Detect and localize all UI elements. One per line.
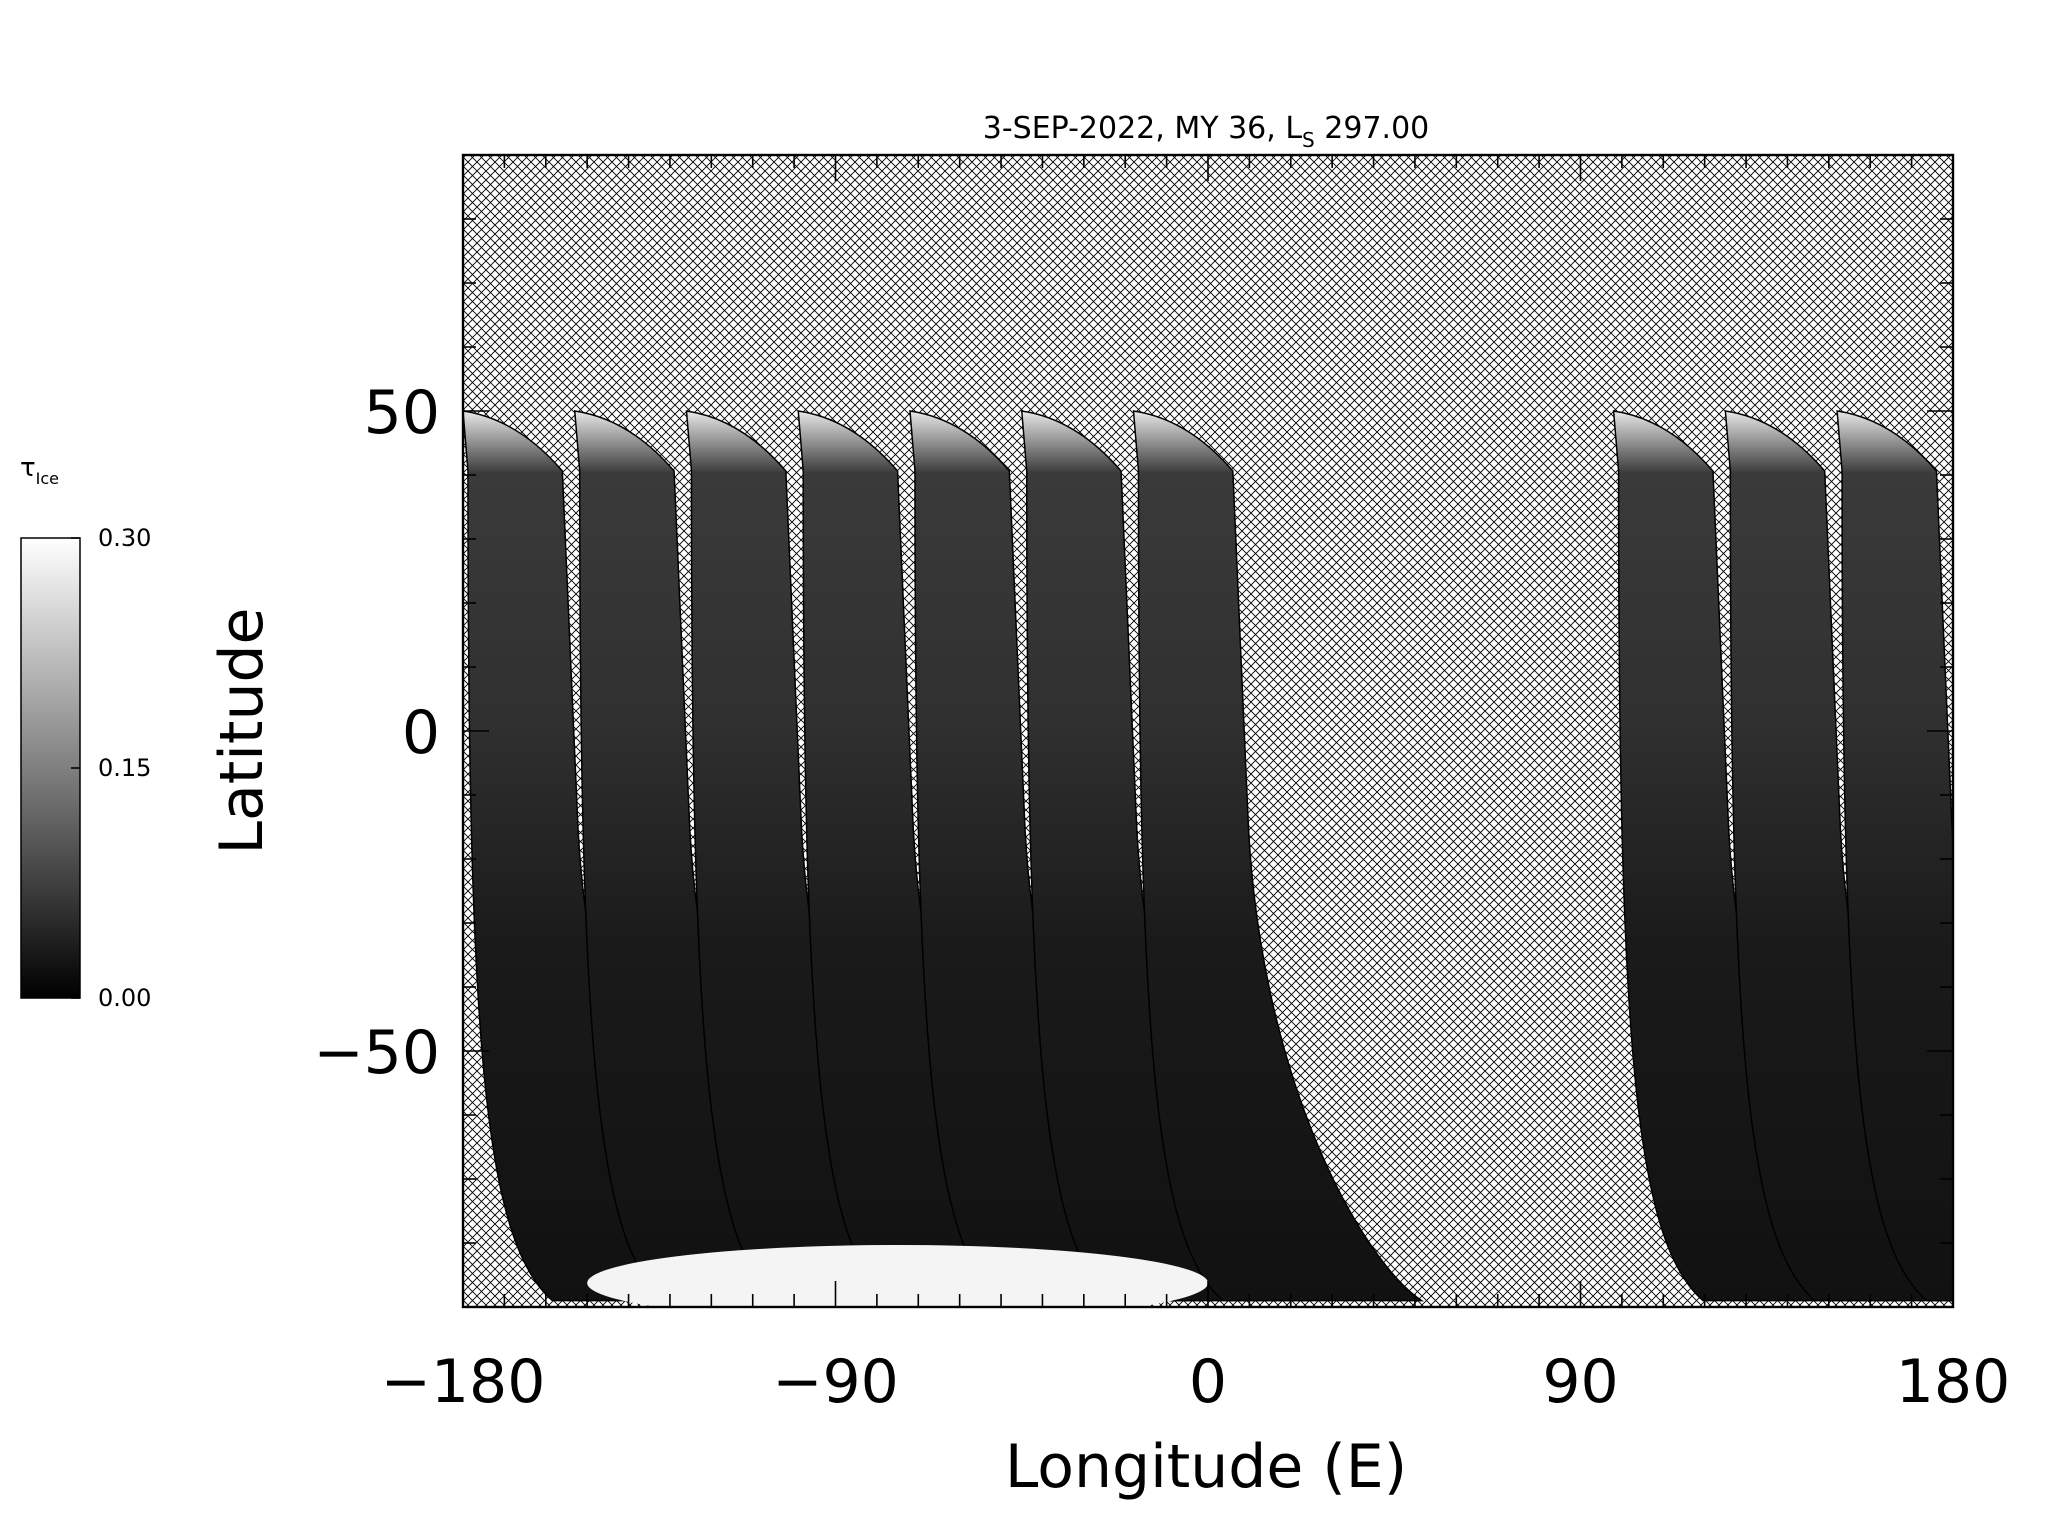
swath-7 bbox=[1132, 410, 1425, 1302]
polar-cap-region bbox=[587, 1245, 1208, 1307]
colorbar-tick-label: 0.00 bbox=[98, 984, 151, 1012]
x-tick-label: −90 bbox=[772, 1347, 899, 1417]
swath-9 bbox=[1724, 410, 1953, 1302]
chart-title-value: 297.00 bbox=[1315, 111, 1430, 146]
colorbar-tick-label: 0.15 bbox=[98, 754, 151, 782]
colorbar bbox=[20, 537, 81, 999]
y-tick-label: 50 bbox=[364, 378, 440, 448]
y-tick-label: −50 bbox=[313, 1018, 440, 1088]
colorbar-label-symbol: τ bbox=[20, 453, 36, 483]
chart-title-subscript: S bbox=[1302, 128, 1315, 152]
axis-ticks bbox=[462, 154, 1954, 1308]
swath-10 bbox=[1836, 410, 1953, 1302]
colorbar-tick-label: 0.30 bbox=[98, 524, 151, 552]
x-tick-label: 180 bbox=[1896, 1347, 2011, 1417]
chart-title: 3-SEP-2022, MY 36, LS 297.00 bbox=[983, 111, 1430, 152]
x-tick-label: 90 bbox=[1542, 1347, 1618, 1417]
y-tick-label: 0 bbox=[402, 698, 440, 768]
y-axis-label: Latitude bbox=[207, 608, 277, 855]
colorbar-label-subscript: Ice bbox=[36, 469, 59, 488]
x-tick-label: 0 bbox=[1189, 1347, 1227, 1417]
chart-title-main: 3-SEP-2022, MY 36, L bbox=[983, 111, 1303, 146]
colorbar-label: τIce bbox=[20, 453, 59, 488]
colorbar-ticks: 0.00 0.15 0.30 bbox=[71, 524, 151, 1012]
x-tick-label: −180 bbox=[381, 1347, 546, 1417]
x-axis-label: Longitude (E) bbox=[1005, 1432, 1407, 1502]
y-tick-labels: −50 0 50 bbox=[313, 378, 440, 1088]
observation-swaths bbox=[463, 410, 1953, 1307]
x-tick-labels: −180 −90 0 90 180 bbox=[381, 1347, 2011, 1417]
